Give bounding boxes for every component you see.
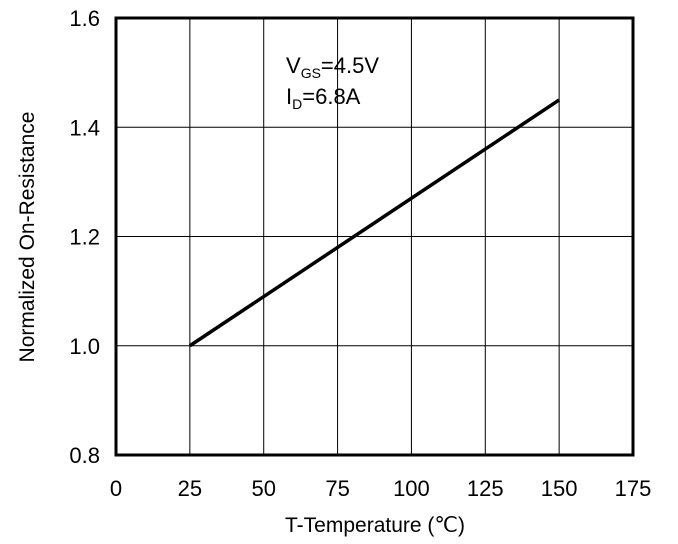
grid-lines	[116, 18, 633, 455]
id-value: =6.8A	[302, 84, 360, 109]
series-group	[188, 98, 561, 348]
x-tick-label: 150	[541, 476, 578, 501]
x-tick-labels: 0 25 50 75 100 125 150 175	[110, 476, 651, 501]
y-tick-label: 0.8	[69, 443, 100, 468]
x-tick-label: 25	[178, 476, 202, 501]
x-tick-label: 0	[110, 476, 122, 501]
y-tick-label: 1.2	[69, 225, 100, 250]
x-tick-label: 100	[393, 476, 430, 501]
x-axis-title: T-Temperature (℃)	[285, 514, 465, 537]
x-tick-label: 125	[467, 476, 504, 501]
y-tick-labels: 0.8 1.0 1.2 1.4 1.6	[69, 6, 100, 468]
vgs-main: V	[286, 53, 301, 78]
plot-frame	[114, 16, 635, 457]
y-axis-title: Normalized On-Resistance	[16, 112, 39, 363]
vgs-value: =4.5V	[321, 53, 379, 78]
y-tick-label: 1.4	[69, 115, 100, 140]
id-subscript: D	[292, 96, 302, 112]
id-annotation: ID=6.8A	[286, 84, 361, 112]
x-tick-label: 50	[251, 476, 275, 501]
id-main: I	[286, 84, 292, 109]
x-tick-label: 175	[615, 476, 652, 501]
vgs-subscript: GS	[301, 65, 321, 81]
y-tick-label: 1.0	[69, 334, 100, 359]
x-tick-label: 75	[325, 476, 349, 501]
vgs-annotation: VGS=4.5V	[286, 53, 379, 81]
series-line-0	[188, 98, 561, 348]
y-tick-label: 1.6	[69, 6, 100, 31]
